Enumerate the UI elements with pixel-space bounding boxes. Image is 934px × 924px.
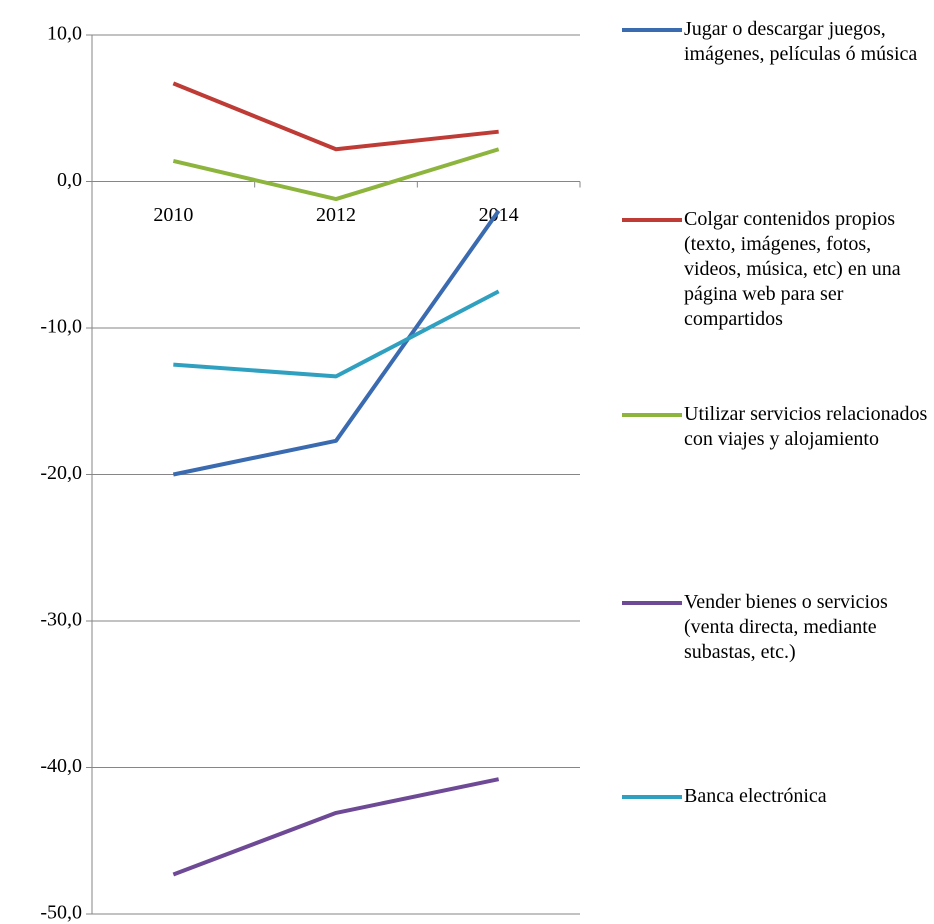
series-line [172, 81, 499, 152]
y-tick-label: -30,0 [40, 609, 82, 631]
legend-label: Jugar o descargar juegos, imágenes, pelí… [684, 18, 918, 65]
y-tick-label: -10,0 [40, 316, 82, 338]
x-tick-label: 2014 [479, 204, 519, 226]
x-tick-label: 2010 [153, 204, 193, 226]
series-line [173, 289, 500, 379]
series-line [172, 209, 501, 477]
legend-label: Colgar contenidos propios (texto, imágen… [684, 208, 901, 330]
legend-label: Utilizar servicios relacionados con viaj… [684, 403, 928, 450]
legend-label: Banca electrónica [684, 785, 827, 807]
y-tick-label: -20,0 [40, 462, 82, 484]
y-tick-label: -40,0 [40, 755, 82, 777]
legend-label: Vender bienes o servicios (venta directa… [684, 591, 888, 663]
y-tick-label: 0,0 [57, 169, 82, 191]
series-line [172, 777, 500, 877]
y-tick-label: -50,0 [40, 902, 82, 924]
series-line [172, 147, 500, 202]
x-tick-label: 2012 [316, 204, 356, 226]
y-tick-label: 10,0 [47, 23, 82, 45]
